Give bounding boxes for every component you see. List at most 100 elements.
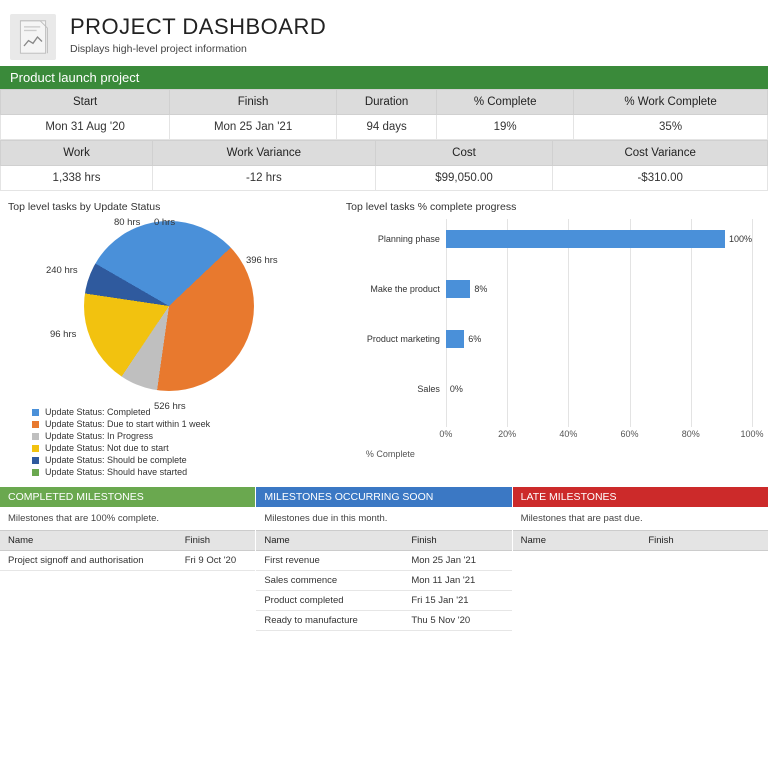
- bar-row: Planning phase100%: [446, 229, 752, 249]
- pie-slice-label: 526 hrs: [154, 401, 186, 412]
- pie-chart: [84, 221, 254, 391]
- table-row: Sales commenceMon 11 Jan '21: [256, 571, 511, 591]
- legend-swatch: [32, 433, 39, 440]
- page-title: PROJECT DASHBOARD: [70, 14, 326, 40]
- page-header: PROJECT DASHBOARD Displays high-level pr…: [0, 0, 768, 66]
- milestone-col-header: Finish: [403, 531, 511, 551]
- table-row: Project signoff and authorisationFri 9 O…: [0, 551, 255, 571]
- bar-value-label: 6%: [468, 334, 481, 344]
- summary-value: 1,338 hrs: [1, 166, 153, 191]
- milestones-completed: COMPLETED MILESTONESMilestones that are …: [0, 487, 255, 631]
- summary-table-1: StartFinishDuration% Complete% Work Comp…: [0, 89, 768, 140]
- bar-row: Product marketing6%: [446, 329, 752, 349]
- bar-chart-panel: Top level tasks % complete progress Plan…: [338, 201, 768, 479]
- bar: [446, 230, 725, 248]
- summary-value: $99,050.00: [375, 166, 553, 191]
- legend-label: Update Status: Should be complete: [45, 455, 187, 465]
- milestone-table: NameFinishFirst revenueMon 25 Jan '21Sal…: [256, 530, 511, 631]
- milestone-col-header: Name: [513, 531, 641, 551]
- page-subtitle: Displays high-level project information: [70, 43, 326, 55]
- pie-chart-title: Top level tasks by Update Status: [8, 201, 330, 213]
- table-row: Product completedFri 15 Jan '21: [256, 591, 511, 611]
- milestone-header: COMPLETED MILESTONES: [0, 487, 255, 507]
- bar: [446, 330, 464, 348]
- bar-category-label: Make the product: [346, 284, 446, 294]
- pie-slice-label: 80 hrs: [114, 217, 140, 228]
- milestone-col-header: Finish: [177, 531, 256, 551]
- milestones-soon: MILESTONES OCCURRING SOONMilestones due …: [255, 487, 511, 631]
- legend-label: Update Status: Not due to start: [45, 443, 169, 453]
- legend-swatch: [32, 409, 39, 416]
- dashboard-icon: [10, 14, 56, 60]
- summary-value: 19%: [437, 115, 574, 140]
- bar-row: Sales0%: [446, 379, 752, 399]
- bar-chart: Planning phase100%Make the product8%Prod…: [346, 219, 760, 459]
- milestone-subtitle: Milestones that are past due.: [513, 507, 768, 530]
- milestones-late: LATE MILESTONESMilestones that are past …: [512, 487, 768, 631]
- bar-value-label: 8%: [474, 284, 487, 294]
- summary-value: -12 hrs: [153, 166, 376, 191]
- legend-swatch: [32, 445, 39, 452]
- summary-header: Start: [1, 90, 170, 115]
- summary-value: Mon 25 Jan '21: [170, 115, 337, 140]
- legend-item: Update Status: Should have started: [32, 467, 330, 477]
- gridline: [752, 219, 753, 427]
- legend-item: Update Status: In Progress: [32, 431, 330, 441]
- milestone-cell: Ready to manufacture: [256, 611, 403, 631]
- pie-slice-label: 396 hrs: [246, 255, 278, 266]
- legend-label: Update Status: Completed: [45, 407, 151, 417]
- bar-category-label: Planning phase: [346, 234, 446, 244]
- milestone-cell: Fri 15 Jan '21: [403, 591, 511, 611]
- milestone-table: NameFinish: [513, 530, 768, 551]
- pie-chart-panel: Top level tasks by Update Status 396 hrs…: [0, 201, 338, 479]
- summary-header: Duration: [336, 90, 436, 115]
- table-row: Ready to manufactureThu 5 Nov '20: [256, 611, 511, 631]
- summary-header: % Complete: [437, 90, 574, 115]
- milestone-cell: First revenue: [256, 551, 403, 571]
- bar-category-label: Sales: [346, 384, 446, 394]
- x-tick-label: 60%: [621, 429, 639, 439]
- summary-value: 35%: [574, 115, 768, 140]
- pie-slice-label: 240 hrs: [46, 265, 78, 276]
- x-tick-label: 0%: [439, 429, 452, 439]
- x-tick-label: 100%: [740, 429, 763, 439]
- legend-swatch: [32, 421, 39, 428]
- legend-swatch: [32, 469, 39, 476]
- table-row: First revenueMon 25 Jan '21: [256, 551, 511, 571]
- x-tick-label: 80%: [682, 429, 700, 439]
- summary-value: -$310.00: [553, 166, 768, 191]
- summary-value: 94 days: [336, 115, 436, 140]
- milestone-col-header: Finish: [640, 531, 768, 551]
- x-tick-label: 40%: [559, 429, 577, 439]
- pie-slice-label: 96 hrs: [50, 329, 76, 340]
- bar-x-title: % Complete: [366, 449, 415, 459]
- pie-legend: Update Status: CompletedUpdate Status: D…: [8, 407, 330, 477]
- milestone-cell: Mon 11 Jan '21: [403, 571, 511, 591]
- milestone-cell: Mon 25 Jan '21: [403, 551, 511, 571]
- summary-header: Work Variance: [153, 141, 376, 166]
- bar-value-label: 0%: [450, 384, 463, 394]
- milestone-table: NameFinishProject signoff and authorisat…: [0, 530, 255, 571]
- bar-value-label: 100%: [729, 234, 752, 244]
- project-name-bar: Product launch project: [0, 66, 768, 89]
- milestone-cell: Fri 9 Oct '20: [177, 551, 256, 571]
- legend-item: Update Status: Not due to start: [32, 443, 330, 453]
- bar-row: Make the product8%: [446, 279, 752, 299]
- milestones-row: COMPLETED MILESTONES Milestones that are …: [0, 487, 768, 631]
- milestone-cell: Thu 5 Nov '20: [403, 611, 511, 631]
- summary-header: Work: [1, 141, 153, 166]
- summary-header: Finish: [170, 90, 337, 115]
- summary-header: % Work Complete: [574, 90, 768, 115]
- milestone-cell: Product completed: [256, 591, 403, 611]
- summary-header: Cost: [375, 141, 553, 166]
- bar: [446, 280, 470, 298]
- bar-category-label: Product marketing: [346, 334, 446, 344]
- milestone-col-header: Name: [256, 531, 403, 551]
- pie-slice-label: 0 hrs: [154, 217, 175, 228]
- legend-item: Update Status: Should be complete: [32, 455, 330, 465]
- x-tick-label: 20%: [498, 429, 516, 439]
- milestone-header: MILESTONES OCCURRING SOON: [256, 487, 511, 507]
- legend-label: Update Status: In Progress: [45, 431, 153, 441]
- milestone-cell: Project signoff and authorisation: [0, 551, 177, 571]
- bar-chart-title: Top level tasks % complete progress: [346, 201, 760, 213]
